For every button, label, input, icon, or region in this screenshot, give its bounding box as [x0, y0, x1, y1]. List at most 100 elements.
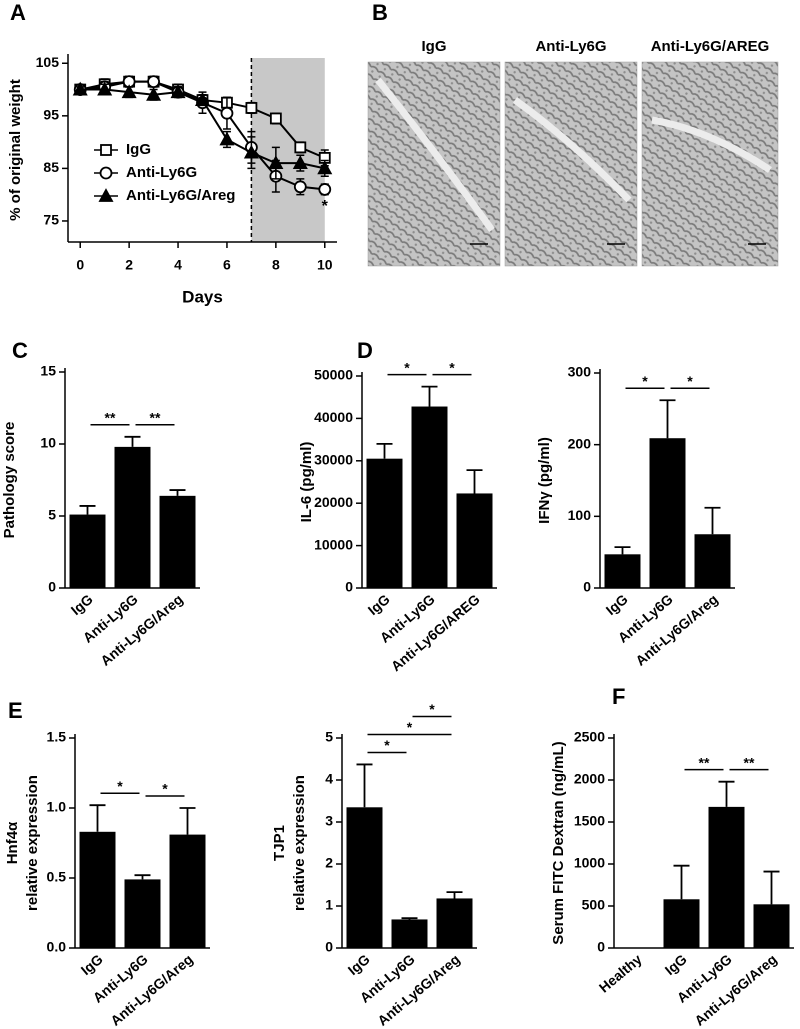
- legend-marker: [100, 144, 112, 156]
- legend-marker: [98, 188, 114, 202]
- data-point: [146, 86, 162, 101]
- significance-label: *: [117, 778, 123, 794]
- error-bar: [704, 506, 721, 535]
- significance-label: *: [384, 737, 390, 753]
- significance-label: *: [162, 781, 168, 797]
- x-tick-label: IgG: [365, 591, 393, 618]
- bar: [604, 554, 641, 588]
- x-axis-label: Days: [182, 287, 223, 306]
- panel-label: D: [357, 338, 373, 363]
- x-tick-label: 8: [272, 257, 280, 273]
- significance-label: **: [150, 410, 161, 426]
- bar: [649, 438, 686, 588]
- data-point: [219, 131, 235, 146]
- panel-label: F: [612, 684, 625, 709]
- bar: [708, 806, 745, 948]
- y-tick-label: 85: [43, 159, 59, 175]
- panel-label: B: [372, 0, 388, 25]
- significance-label: **: [105, 410, 116, 426]
- significance-label: *: [429, 701, 435, 717]
- bar: [114, 446, 151, 588]
- y-axis-label: Pathology score: [1, 422, 18, 539]
- y-tick-label: 0: [325, 939, 333, 955]
- bar: [391, 919, 428, 948]
- y-axis-label: IL-6 (pg/ml): [298, 442, 315, 523]
- image-label: Anti-Ly6G: [535, 38, 606, 55]
- micrograph-lumen: [512, 97, 632, 203]
- legend-label: Anti-Ly6G: [126, 164, 197, 181]
- y-tick-label: 300: [568, 364, 592, 380]
- x-tick-label: 2: [125, 257, 133, 273]
- y-tick-label: 4: [325, 771, 333, 787]
- y-tick-label: 1: [325, 897, 333, 913]
- panel-label: C: [12, 338, 28, 363]
- x-tick-label: Anti-Ly6G/Areg: [107, 951, 196, 1029]
- y-tick-label: 2500: [574, 729, 605, 745]
- y-tick-label: 105: [36, 54, 60, 70]
- data-point: [292, 155, 308, 170]
- annotation: *: [322, 198, 329, 215]
- x-tick-label: Anti-Ly6G/Areg: [632, 591, 721, 669]
- significance-label: *: [407, 719, 413, 735]
- panel-label: E: [8, 698, 23, 723]
- y-axis-label: IFNγ (pg/ml): [536, 437, 553, 524]
- y-tick-label: 75: [43, 212, 59, 228]
- x-tick-label: 0: [76, 257, 84, 273]
- data-point: [269, 112, 282, 125]
- significance-label: *: [404, 359, 410, 375]
- image-label: IgG: [422, 38, 447, 55]
- error-bar: [659, 399, 676, 439]
- y-tick-label: 200: [568, 435, 592, 451]
- x-tick-label: IgG: [662, 951, 690, 978]
- data-point: [194, 92, 211, 106]
- y-tick-label: 0: [583, 579, 591, 595]
- bar: [366, 458, 403, 588]
- legend-label: IgG: [126, 141, 151, 158]
- y-tick-label: 5: [48, 507, 56, 523]
- error-bar: [401, 917, 418, 920]
- data-point: [317, 160, 333, 175]
- error-bar: [124, 435, 141, 447]
- data-point: [170, 84, 186, 99]
- data-point: [245, 102, 258, 114]
- bar: [694, 534, 731, 588]
- x-tick-label: Healthy: [596, 951, 645, 996]
- y-tick-label: 1000: [574, 855, 605, 871]
- x-tick-label: Anti-Ly6G/Areg: [374, 951, 463, 1029]
- y-axis-label: % of original weight: [7, 79, 24, 221]
- y-tick-label: 20000: [314, 494, 353, 510]
- image-label: Anti-Ly6G/AREG: [651, 38, 770, 55]
- y-tick-label: 10: [40, 435, 56, 451]
- error-bar: [376, 442, 393, 459]
- bar: [436, 898, 473, 948]
- bar: [456, 493, 493, 588]
- x-tick-label: 4: [174, 257, 182, 273]
- error-bar: [673, 864, 690, 900]
- micrograph-lumen: [651, 116, 772, 173]
- micrograph: [504, 61, 638, 267]
- y-tick-label: 30000: [314, 452, 353, 468]
- y-tick-label: 10000: [314, 536, 353, 552]
- x-tick-label: IgG: [603, 591, 631, 618]
- error-bar: [169, 489, 186, 496]
- bar: [346, 807, 383, 948]
- x-tick-label: Anti-Ly6G/Areg: [97, 591, 186, 669]
- data-point: [220, 106, 234, 120]
- y-tick-label: 95: [43, 107, 59, 123]
- x-tick-label: 10: [317, 257, 333, 273]
- y-tick-label: 40000: [314, 409, 353, 425]
- y-axis-label: Hnf4α: [4, 821, 21, 864]
- data-point: [268, 155, 284, 170]
- error-bar: [134, 874, 151, 880]
- significance-label: *: [687, 373, 693, 389]
- significance-label: *: [449, 359, 455, 375]
- legend-label: Anti-Ly6G/Areg: [126, 187, 235, 204]
- significance-label: *: [642, 373, 648, 389]
- data-point: [72, 81, 88, 96]
- y-tick-label: 0.0: [47, 939, 67, 955]
- y-tick-label: 50000: [314, 367, 353, 383]
- y-axis-label: TJP1: [271, 825, 288, 861]
- y-axis-label: relative expression: [291, 775, 308, 911]
- bar: [79, 831, 116, 948]
- y-tick-label: 2: [325, 855, 333, 871]
